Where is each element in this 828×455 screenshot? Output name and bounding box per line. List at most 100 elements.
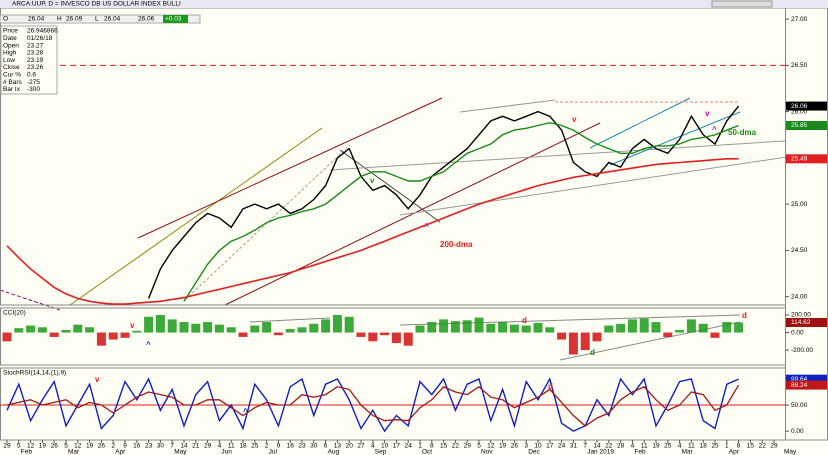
window-buttons [711, 0, 773, 8]
x-tick-label: 11 [228, 443, 235, 450]
x-tick-label: 5 [17, 443, 21, 450]
y-tick-label: 24.50 [791, 247, 808, 254]
x-tick-label: 9 [277, 443, 281, 450]
histogram-bar [403, 332, 413, 346]
x-tick-label: 15 [747, 443, 755, 450]
histogram-bar [96, 332, 106, 346]
month-label: Oct [422, 449, 432, 455]
histogram-bar [309, 323, 319, 333]
x-tick-label: 8 [430, 443, 434, 450]
x-tick-label: 12 [27, 443, 35, 450]
info-value: -275 [27, 79, 40, 86]
histogram-bar [545, 327, 555, 333]
last-value-label: 99.64 [791, 376, 808, 383]
x-tick-label: 19 [652, 443, 660, 450]
histogram-bar [238, 332, 248, 337]
annotation: ^ [146, 340, 151, 349]
x-tick-label: 3 [524, 443, 528, 450]
histogram-bar [627, 319, 637, 333]
last-value-label: 25.49 [791, 156, 808, 163]
info-label: Open [3, 42, 19, 49]
x-tick-label: 25 [711, 443, 719, 450]
x-tick-label: 11 [688, 443, 695, 450]
month-label: Mar [682, 449, 694, 455]
y-tick-label: 26.50 [791, 62, 808, 69]
month-label: Feb [21, 449, 33, 455]
month-label: Jun [221, 449, 232, 455]
histogram-bar [450, 321, 460, 333]
quote-field: H [57, 16, 62, 23]
info-label: Price [3, 28, 18, 35]
x-tick-label: 11 [641, 443, 648, 450]
series-line [147, 105, 740, 299]
x-tick-label: 31 [570, 443, 578, 450]
info-value: 23.27 [27, 42, 44, 49]
histogram-bar [639, 318, 649, 333]
x-tick-label: 15 [440, 443, 448, 450]
x-tick-label: 26 [511, 443, 519, 450]
x-tick-label: 4 [371, 443, 375, 450]
x-tick-label: 26 [98, 443, 106, 450]
y-tick-label: 200.00 [791, 312, 811, 319]
info-value: 0.6 [27, 72, 36, 79]
info-label: Low [3, 57, 15, 64]
x-tick-label: 23 [298, 443, 306, 450]
quote-strip [0, 14, 201, 24]
x-tick-label: 2 [265, 443, 269, 450]
histogram-bar [509, 324, 519, 333]
histogram-bar [616, 323, 626, 333]
x-tick-label: 23 [145, 443, 153, 450]
last-value-box [786, 374, 827, 384]
histogram-bar [521, 325, 531, 333]
histogram-bar [226, 327, 236, 333]
histogram-bar [427, 322, 437, 333]
histogram-bar [191, 323, 201, 333]
last-value-box [786, 154, 827, 164]
y-tick-label: 27.00 [791, 16, 808, 23]
x-tick-label: 25 [251, 443, 259, 450]
x-tick-label: 8 [737, 443, 741, 450]
x-tick-label: 4 [218, 443, 222, 450]
x-tick-label: 20 [346, 443, 354, 450]
x-tick-label: 5 [477, 443, 481, 450]
x-tick-label: 22 [759, 443, 767, 450]
histogram-bar [297, 327, 307, 333]
annotation: 200-dma [440, 240, 473, 249]
x-tick-label: 24 [558, 443, 566, 450]
histogram-bar [498, 322, 508, 333]
annotation: v [572, 115, 577, 124]
y-tick-label: 50.00 [791, 402, 808, 409]
histogram-bar [273, 332, 283, 336]
x-tick-label: 30 [310, 443, 318, 450]
x-tick-label: 29 [3, 443, 11, 450]
info-label: High [3, 50, 17, 57]
month-label: Nov [481, 449, 493, 455]
info-value: 26.946866 [27, 28, 58, 35]
x-tick-label: 7 [170, 443, 174, 450]
month-label: Aug [328, 449, 340, 455]
quote-field: 26.04 [104, 16, 121, 23]
series-line [6, 377, 739, 433]
x-tick-label: 13 [334, 443, 342, 450]
histogram-bar [415, 325, 425, 333]
annotation: d [548, 382, 553, 391]
quote-field: 26.06 [138, 16, 155, 23]
x-tick-label: 29 [770, 443, 778, 450]
info-value: 23.26 [27, 64, 44, 71]
info-label: # Bars [3, 79, 23, 86]
histogram-bar [710, 332, 720, 338]
x-tick-label: 21 [192, 443, 200, 450]
histogram-bar [592, 332, 602, 342]
histogram-bar [37, 327, 47, 333]
histogram-bar [49, 332, 59, 337]
histogram-bar [675, 329, 685, 333]
month-label: May [174, 449, 187, 455]
x-tick-label: 19 [86, 443, 94, 450]
last-value-label: 114.62 [791, 319, 811, 326]
last-value-label: 88.24 [791, 382, 808, 389]
histogram-bar [120, 332, 130, 338]
histogram-bar [132, 330, 142, 333]
info-value: -300 [27, 86, 40, 93]
histogram-bar [474, 317, 484, 333]
